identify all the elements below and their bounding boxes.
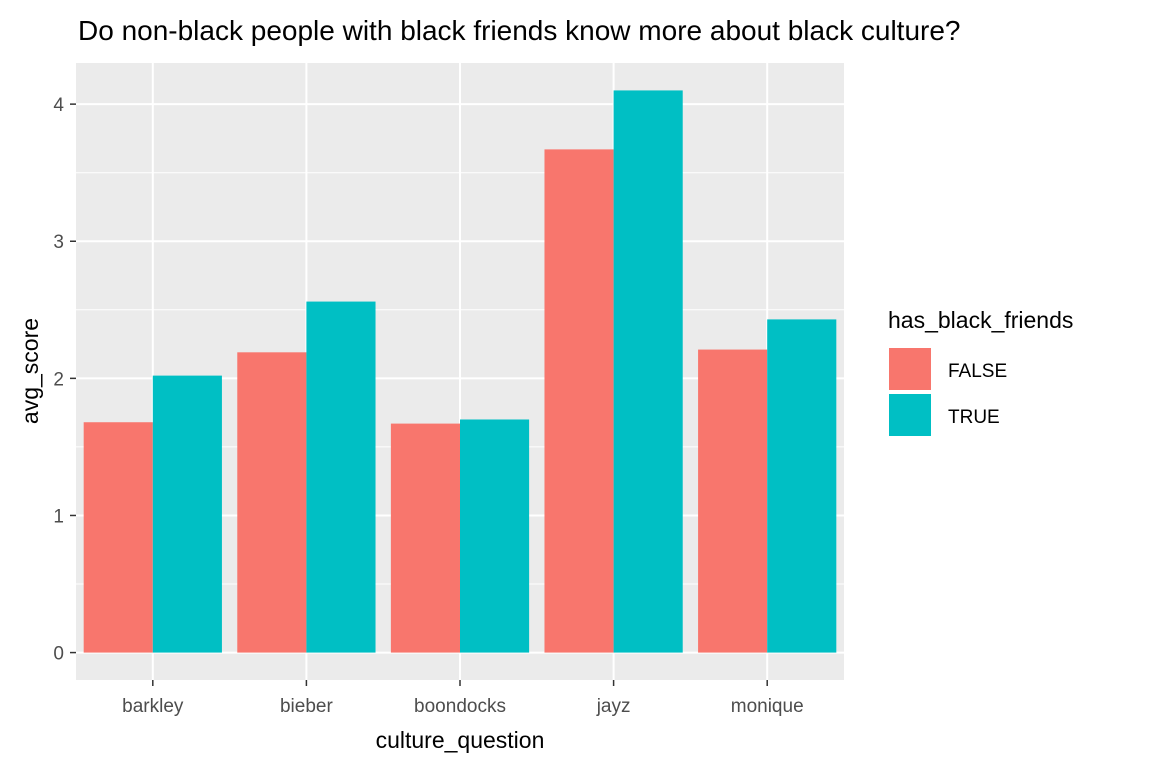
- chart-title: Do non-black people with black friends k…: [78, 15, 960, 46]
- x-axis: barkley bieber boondocks jayz monique: [122, 680, 804, 717]
- legend: has_black_friends FALSE TRUE: [888, 307, 1073, 436]
- legend-label-true: TRUE: [948, 407, 1000, 428]
- legend-label-false: FALSE: [948, 361, 1007, 382]
- x-tick-label-barkley: barkley: [122, 696, 184, 717]
- bar-bieber-true: [306, 301, 376, 653]
- x-axis-title: culture_question: [376, 727, 545, 753]
- bar-monique-true: [767, 319, 837, 653]
- y-axis: 0 1 2 3 4: [53, 95, 76, 665]
- bar-boondocks-true: [460, 419, 530, 653]
- bars: [83, 90, 837, 653]
- legend-title: has_black_friends: [888, 307, 1073, 333]
- x-tick-label-boondocks: boondocks: [414, 696, 506, 717]
- y-tick-label: 2: [53, 369, 64, 390]
- legend-key-true: [889, 394, 931, 436]
- bar-barkley-false: [83, 422, 153, 653]
- x-tick-label-bieber: bieber: [280, 696, 333, 717]
- bar-barkley-true: [152, 375, 222, 653]
- y-tick-label: 3: [53, 232, 64, 253]
- legend-key-false: [889, 348, 931, 390]
- bar-jayz-true: [613, 90, 683, 653]
- y-tick-label: 4: [53, 95, 64, 116]
- y-tick-label: 1: [53, 506, 64, 527]
- bar-boondocks-false: [390, 423, 460, 653]
- x-tick-label-monique: monique: [731, 696, 804, 717]
- bar-bieber-false: [237, 352, 307, 653]
- y-axis-title: avg_score: [17, 318, 43, 424]
- x-tick-label-jayz: jayz: [596, 696, 631, 717]
- y-tick-label: 0: [53, 644, 64, 665]
- bar-jayz-false: [544, 149, 614, 653]
- bar-monique-false: [698, 349, 768, 653]
